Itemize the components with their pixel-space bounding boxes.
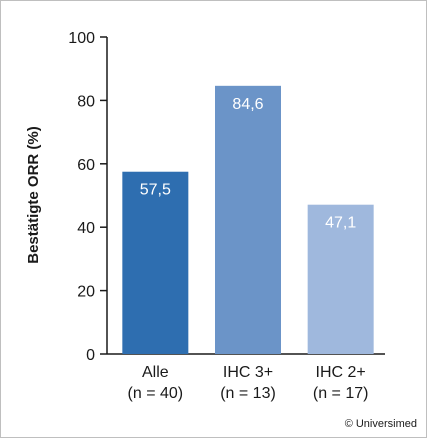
y-tick-label: 20 (77, 284, 95, 301)
x-category-label: Alle (142, 364, 169, 381)
x-category-label: IHC 2+ (316, 364, 366, 381)
x-category-sample-size: (n = 40) (128, 385, 184, 402)
bar (122, 171, 189, 354)
bar-value-label: 47,1 (325, 215, 356, 232)
bar-value-label: 84,6 (232, 96, 263, 113)
y-tick-label: 60 (77, 157, 95, 174)
bar-value-label: 57,5 (140, 182, 171, 199)
y-tick-label: 0 (86, 347, 95, 364)
bar (215, 85, 281, 355)
y-tick-label: 100 (68, 30, 95, 47)
x-category-sample-size: (n = 17) (313, 385, 369, 402)
y-tick-label: 40 (77, 220, 95, 237)
x-category-label: IHC 3+ (223, 364, 273, 381)
copyright-credit: © Universimed (344, 418, 417, 430)
y-tick-label: 80 (77, 93, 95, 110)
y-axis-label: Bestätigte ORR (%) (25, 126, 42, 264)
bar (307, 204, 374, 354)
x-category-sample-size: (n = 13) (220, 385, 276, 402)
